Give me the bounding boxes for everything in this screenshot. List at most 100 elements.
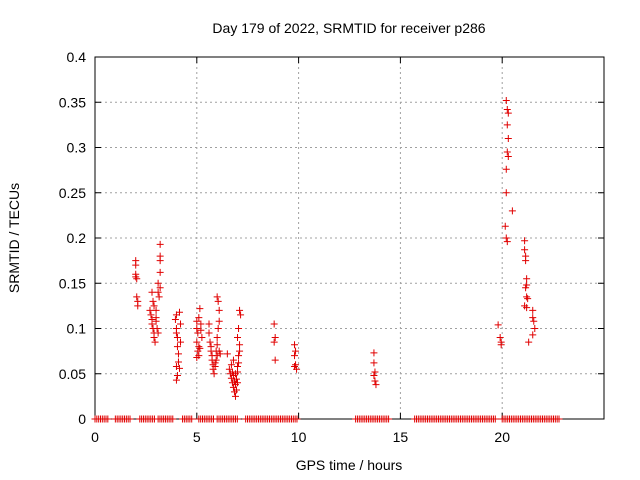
data-point (223, 350, 231, 358)
data-point (213, 293, 221, 301)
data-point (508, 207, 516, 215)
data-point (521, 237, 529, 245)
data-point (233, 375, 241, 383)
data-point (213, 352, 221, 360)
data-point (188, 415, 196, 423)
data-point (172, 329, 180, 337)
x-tick-label: 10 (291, 429, 307, 445)
data-point (529, 331, 537, 339)
x-tick-label: 15 (393, 429, 409, 445)
data-point (502, 96, 510, 104)
data-point (152, 314, 160, 322)
data-point (132, 273, 140, 281)
data-point (198, 334, 206, 342)
data-point (148, 288, 156, 296)
data-point (555, 415, 563, 423)
data-point (523, 293, 531, 301)
data-point (148, 320, 156, 328)
data-point (169, 415, 177, 423)
data-point (156, 268, 164, 276)
data-point (173, 372, 181, 380)
data-point (175, 308, 183, 316)
data-point (521, 246, 529, 254)
data-point (151, 338, 159, 346)
data-point (231, 392, 239, 400)
y-axis-title: SRMTID / TECUs (6, 183, 22, 293)
data-point (177, 320, 185, 328)
data-point (370, 359, 378, 367)
data-point (193, 353, 201, 361)
data-point (292, 361, 300, 369)
data-point (529, 306, 537, 314)
data-point (133, 293, 141, 301)
data-point (503, 148, 511, 156)
data-point (147, 311, 155, 319)
data-point (370, 349, 378, 357)
data-point (171, 315, 179, 323)
data-point (372, 381, 380, 389)
data-point (150, 302, 158, 310)
data-point (206, 338, 214, 346)
data-point (270, 320, 278, 328)
data-point (491, 415, 499, 423)
data-point (523, 304, 531, 312)
data-point (522, 284, 530, 292)
data-point (496, 334, 504, 342)
data-point (291, 341, 299, 349)
data-point (235, 352, 243, 360)
y-tick-label: 0.3 (67, 140, 87, 156)
data-point (214, 297, 222, 305)
data-point (193, 338, 201, 346)
data-point (154, 279, 162, 287)
y-tick-labels: 0 0.05 0.1 0.15 0.2 0.25 0.3 0.35 0.4 (59, 49, 86, 427)
data-point (235, 325, 243, 332)
data-point (504, 134, 512, 142)
data-point (177, 338, 185, 346)
y-tick-label: 0.35 (59, 94, 86, 110)
data-point (502, 189, 510, 197)
y-tick-label: 0.15 (59, 275, 86, 291)
data-point (522, 257, 530, 265)
grid-lines (95, 57, 604, 419)
data-point (502, 234, 510, 242)
x-tick-label: 20 (494, 429, 510, 445)
data-point (503, 121, 511, 129)
data-point (150, 334, 158, 342)
data-point (205, 320, 213, 328)
data-point (195, 314, 203, 322)
data-point (529, 314, 537, 322)
data-point (193, 317, 201, 325)
data-point (227, 361, 235, 369)
data-point (153, 325, 161, 332)
y-tick-label: 0.05 (59, 366, 86, 382)
data-point (293, 365, 301, 373)
data-point (293, 415, 301, 423)
data-point (385, 415, 393, 423)
data-point (497, 341, 505, 349)
data-point (292, 347, 300, 355)
data-point (237, 311, 245, 319)
data-point (173, 334, 181, 342)
data-point (156, 252, 164, 260)
data-point (196, 305, 204, 313)
data-point (174, 358, 182, 366)
data-point (234, 334, 242, 342)
data-point (531, 325, 539, 332)
data-point (212, 356, 220, 364)
data-point (172, 376, 180, 384)
data-point (291, 352, 299, 360)
data-point (133, 275, 141, 283)
data-point (530, 317, 538, 325)
data-point (371, 377, 379, 385)
data-point (149, 297, 157, 305)
data-point (132, 261, 140, 269)
x-axis-title: GPS time / hours (296, 457, 403, 473)
data-point (205, 329, 213, 337)
data-points (91, 96, 563, 423)
data-point (213, 334, 221, 342)
data-point (233, 415, 241, 423)
data-point (210, 370, 218, 378)
data-point (234, 363, 242, 371)
data-point (173, 343, 181, 351)
